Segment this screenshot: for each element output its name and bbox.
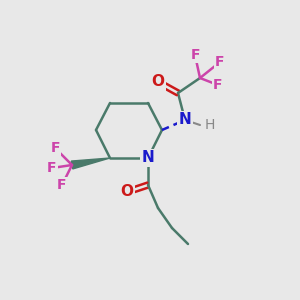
Text: N: N bbox=[178, 112, 191, 128]
Text: F: F bbox=[213, 78, 223, 92]
Text: F: F bbox=[215, 55, 225, 69]
Text: O: O bbox=[121, 184, 134, 200]
Text: F: F bbox=[57, 178, 67, 192]
Text: F: F bbox=[50, 141, 60, 155]
Text: H: H bbox=[205, 118, 215, 132]
Text: F: F bbox=[47, 161, 57, 175]
Text: O: O bbox=[152, 74, 164, 89]
Polygon shape bbox=[71, 158, 110, 169]
Text: F: F bbox=[190, 48, 200, 62]
Text: N: N bbox=[142, 151, 154, 166]
